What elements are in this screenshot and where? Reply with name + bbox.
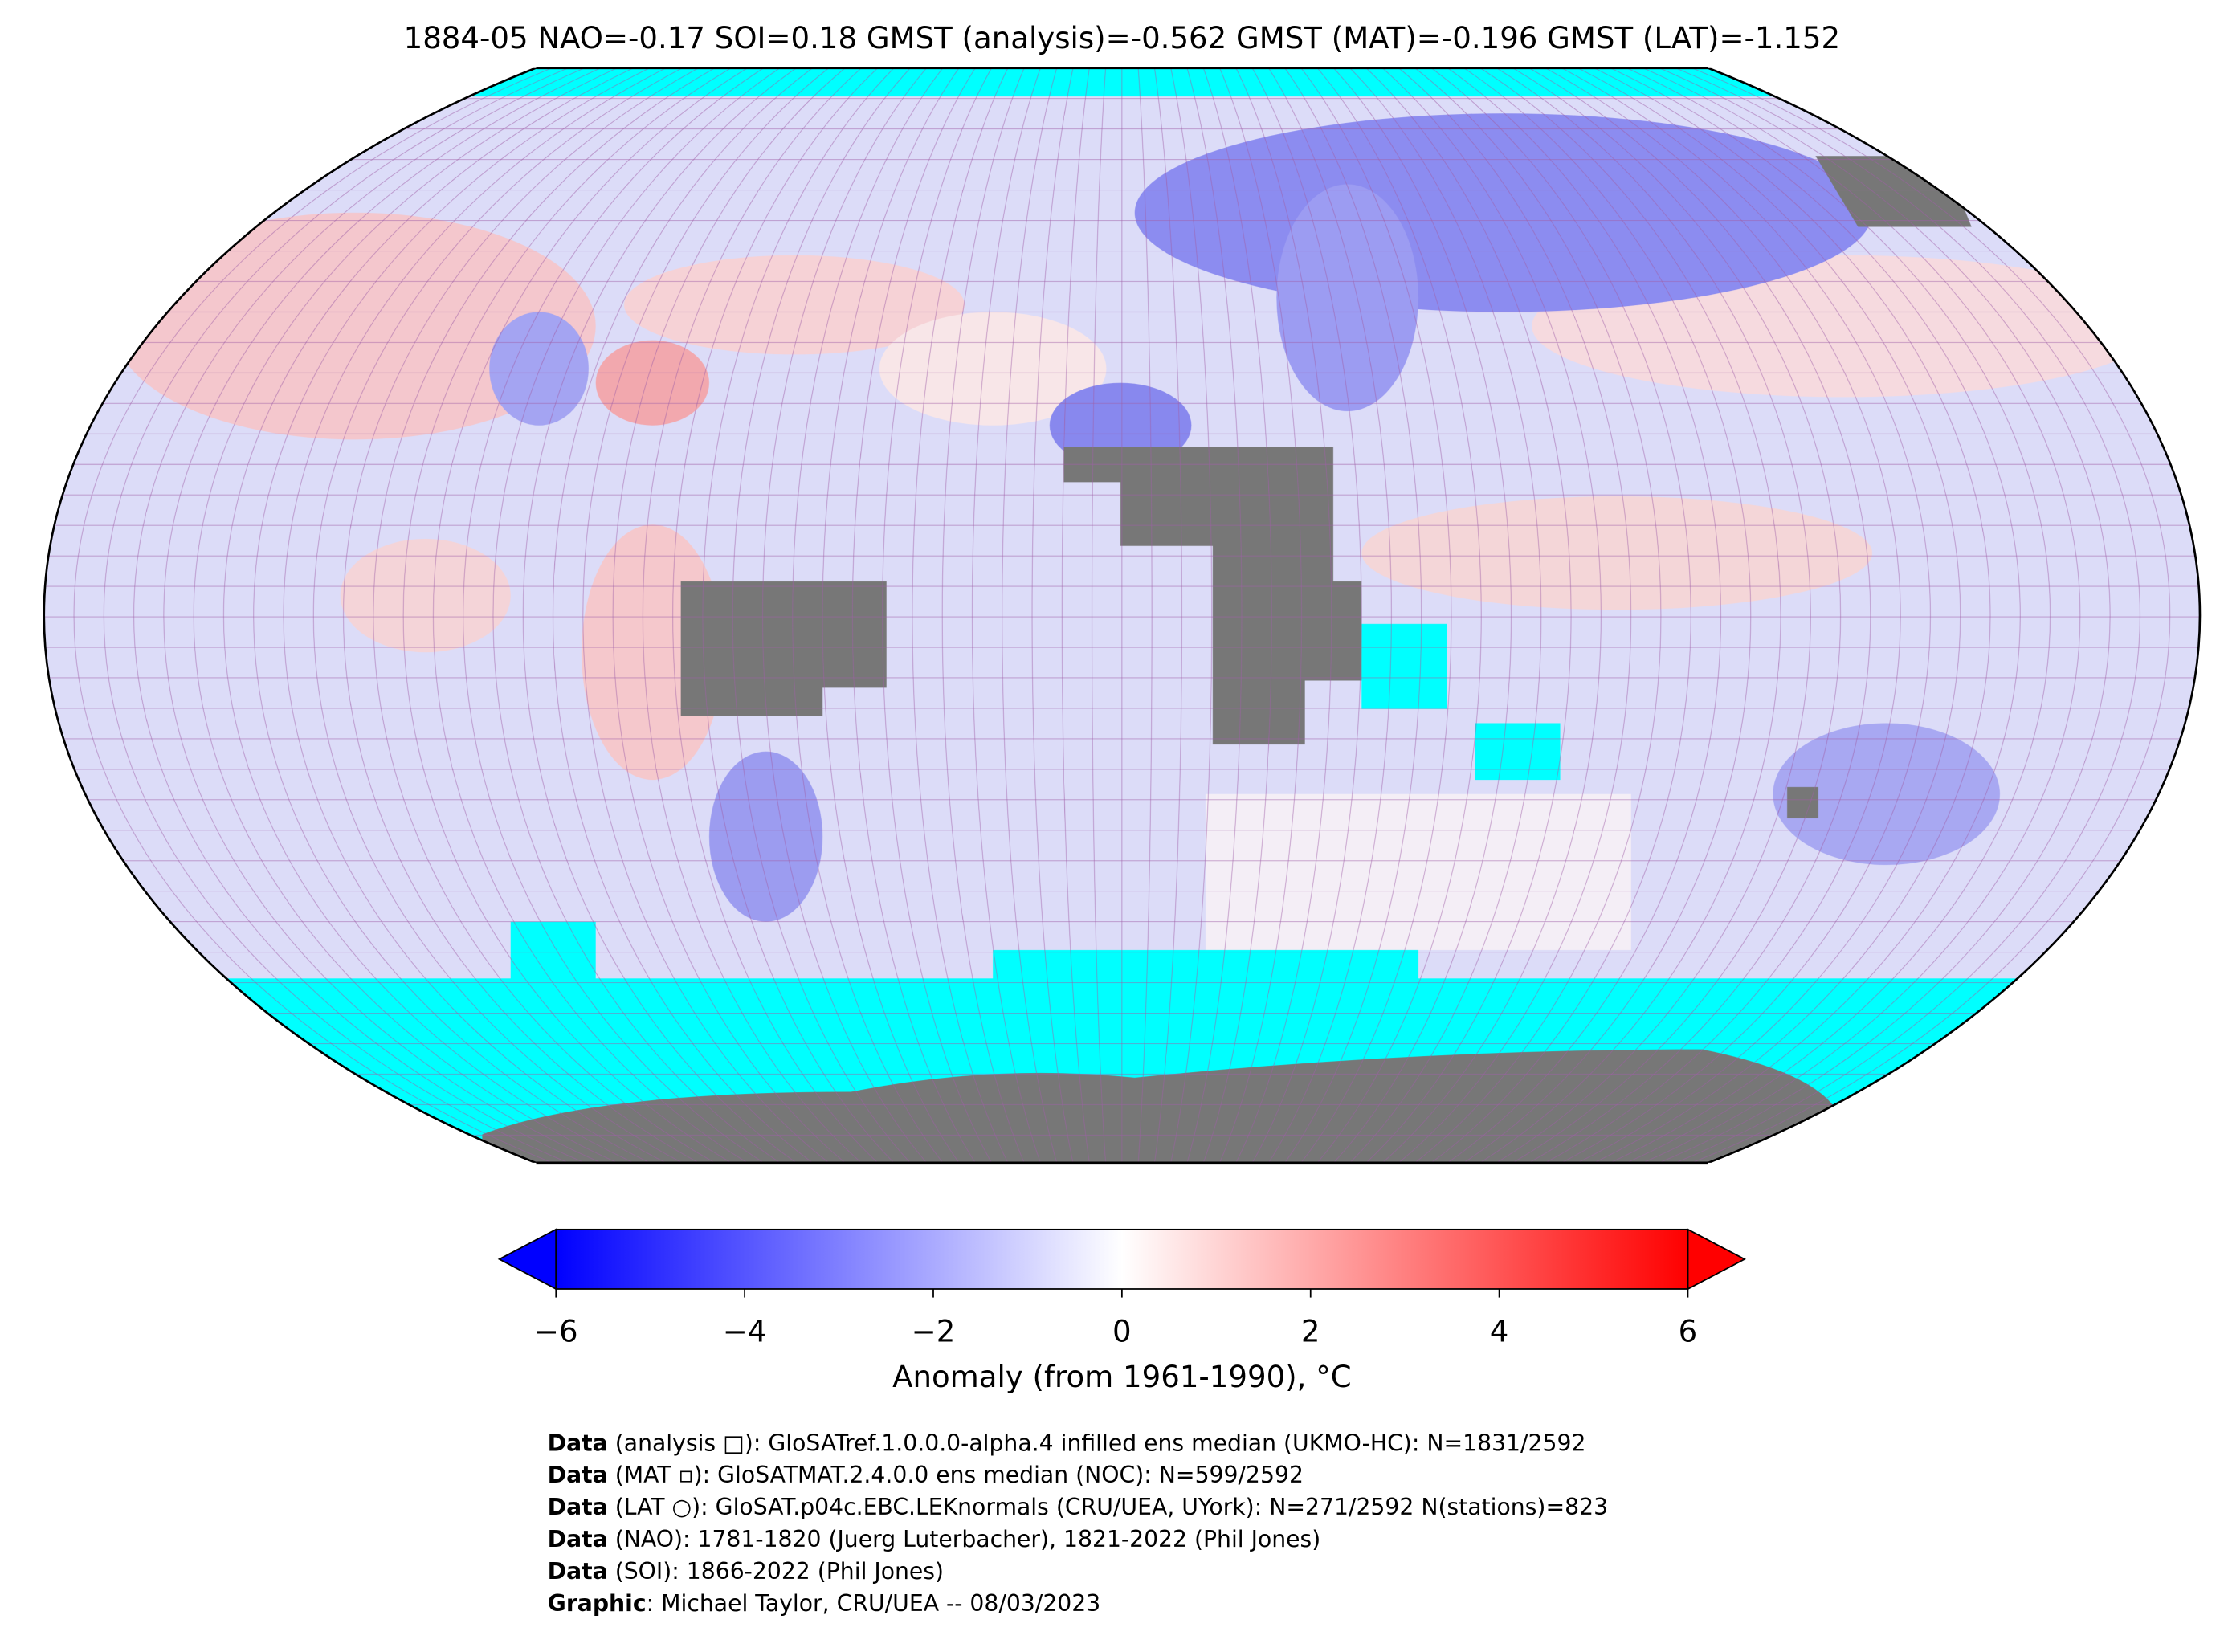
meridian <box>492 0 1752 1268</box>
meridian <box>912 0 1332 1268</box>
meridian <box>582 0 1662 1268</box>
footer-bold: Graphic <box>548 1590 647 1617</box>
footer-bold: Data <box>548 1430 608 1456</box>
footer-bold: Data <box>548 1526 608 1552</box>
meridian <box>672 0 1572 1268</box>
footer-text: (LAT ○): GloSAT.p04c.EBC.LEKnormals (CRU… <box>608 1494 1608 1520</box>
meridian <box>103 0 2140 1268</box>
colorbar-tick-label: 4 <box>1490 1314 1509 1348</box>
colorbar-tick-label: −2 <box>912 1314 956 1348</box>
footer-line: Graphic: Michael Taylor, CRU/UEA -- 08/0… <box>548 1590 1101 1617</box>
footer-text: (SOI): 1866-2022 (Phil Jones) <box>608 1558 944 1585</box>
colorbar-tick-label: −4 <box>723 1314 767 1348</box>
meridian <box>1061 0 1182 1268</box>
meridian <box>941 0 1302 1268</box>
title: 1884-05 NAO=-0.17 SOI=0.18 GMST (analysi… <box>404 21 1840 55</box>
meridian <box>222 0 2021 1268</box>
meridian <box>882 0 1362 1268</box>
colorbar-tick-label: −6 <box>534 1314 578 1348</box>
footer-line: Data (NAO): 1781-1820 (Juerg Luterbacher… <box>548 1526 1321 1552</box>
footer-line: Data (LAT ○): GloSAT.p04c.EBC.LEKnormals… <box>548 1494 1608 1520</box>
meridian <box>463 0 1781 1268</box>
meridian <box>402 0 1842 1268</box>
footer-bold: Data <box>548 1558 608 1585</box>
map-border <box>43 67 2201 1163</box>
meridian <box>522 0 1721 1268</box>
footer-line: Data (SOI): 1866-2022 (Phil Jones) <box>548 1558 944 1585</box>
colorbar-extend-low <box>497 1228 557 1291</box>
meridian <box>702 0 1542 1268</box>
meridian <box>732 0 1512 1268</box>
footer-line: Data (MAT ▫): GloSATMAT.2.4.0.0 ens medi… <box>548 1462 1304 1488</box>
meridian <box>1092 0 1153 1268</box>
meridian <box>193 0 2051 1268</box>
meridian <box>762 0 1482 1268</box>
footer-text: (NAO): 1781-1820 (Juerg Luterbacher), 18… <box>608 1526 1321 1552</box>
colorbar-extend-high <box>1687 1228 1747 1291</box>
footer-text: (analysis □): GloSATref.1.0.0.0-alpha.4 … <box>608 1430 1586 1456</box>
meridian <box>253 0 1991 1268</box>
meridian <box>822 0 1422 1268</box>
meridian <box>851 0 1392 1268</box>
colorbar-fill <box>556 1229 1688 1289</box>
meridian <box>1031 0 1213 1268</box>
colorbar-tick-label: 0 <box>1112 1314 1132 1348</box>
meridian <box>792 0 1452 1268</box>
colorbar: −6 −4 −2 0 2 4 6 <box>497 1228 1747 1348</box>
meridian <box>642 0 1602 1268</box>
colorbar-tick-label: 6 <box>1679 1314 1698 1348</box>
meridian <box>432 0 1811 1268</box>
meridian <box>312 0 1931 1268</box>
colorbar-tick-label: 2 <box>1301 1314 1320 1348</box>
footer-bold: Data <box>548 1462 608 1488</box>
meridian <box>163 0 2081 1268</box>
footer: Data (analysis □): GloSATref.1.0.0.0-alp… <box>548 1430 1608 1617</box>
meridian <box>1002 0 1243 1268</box>
meridian <box>343 0 1901 1268</box>
footer-bold: Data <box>548 1494 608 1520</box>
meridian <box>283 0 1961 1268</box>
footer-line: Data (analysis □): GloSATref.1.0.0.0-alp… <box>548 1430 1586 1456</box>
meridian <box>73 0 2171 1268</box>
meridian <box>133 0 2111 1268</box>
footer-text: (MAT ▫): GloSATMAT.2.4.0.0 ens median (N… <box>608 1462 1304 1488</box>
meridian <box>373 0 1871 1268</box>
meridian <box>612 0 1632 1268</box>
footer-text: : Michael Taylor, CRU/UEA -- 08/03/2023 <box>647 1590 1101 1617</box>
colorbar-label: Anomaly (from 1961-1990), °C <box>892 1360 1352 1394</box>
meridian <box>972 0 1272 1268</box>
map <box>43 0 2200 1268</box>
meridian <box>553 0 1691 1268</box>
